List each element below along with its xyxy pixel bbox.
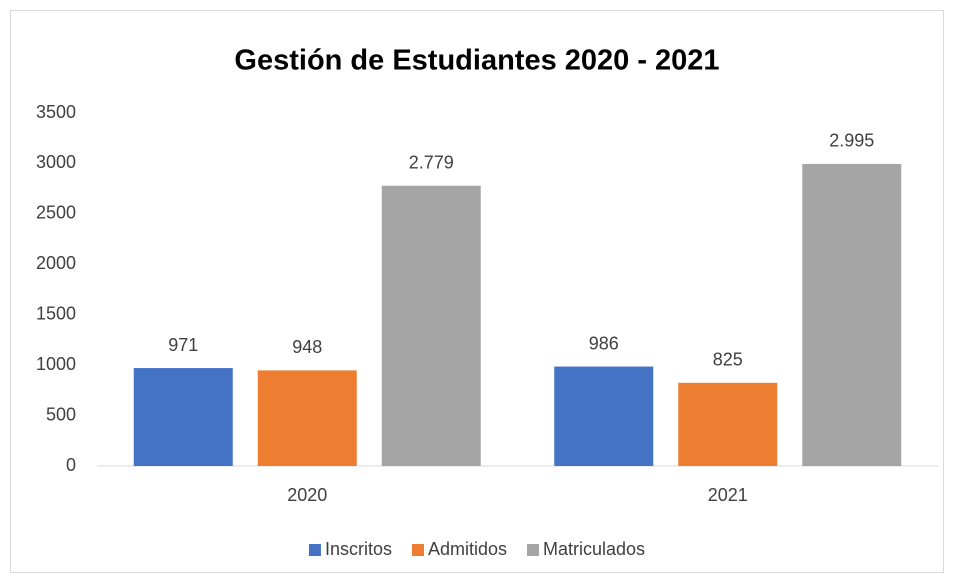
data-label: 971 — [168, 335, 198, 355]
y-tick-label: 2500 — [36, 203, 76, 223]
data-label: 948 — [292, 337, 322, 357]
y-tick-label: 500 — [46, 404, 76, 424]
y-tick-label: 1500 — [36, 303, 76, 323]
legend-label: Inscritos — [325, 539, 392, 559]
legend-swatch — [411, 544, 424, 556]
bar — [554, 366, 654, 466]
data-label: 2.779 — [409, 152, 454, 172]
data-label: 986 — [589, 333, 619, 353]
legend-label: Admitidos — [428, 539, 507, 559]
bar — [802, 163, 902, 466]
bar — [678, 382, 778, 466]
bar — [257, 370, 357, 466]
bar — [133, 368, 233, 466]
y-tick-label: 2000 — [36, 253, 76, 273]
legend-label: Matriculados — [543, 539, 645, 559]
legend-swatch — [527, 544, 540, 556]
x-tick-label: 2020 — [287, 485, 327, 505]
bar — [381, 185, 481, 466]
legend-swatch — [308, 544, 321, 556]
y-tick-label: 3500 — [36, 102, 76, 122]
y-tick-label: 3000 — [36, 152, 76, 172]
data-label: 825 — [713, 350, 743, 370]
chart-title: Gestión de Estudiantes 2020 - 2021 — [234, 45, 719, 77]
data-label: 2.995 — [829, 131, 874, 151]
y-tick-label: 0 — [66, 455, 76, 475]
x-tick-label: 2021 — [708, 485, 748, 505]
y-tick-label: 1000 — [36, 354, 76, 374]
